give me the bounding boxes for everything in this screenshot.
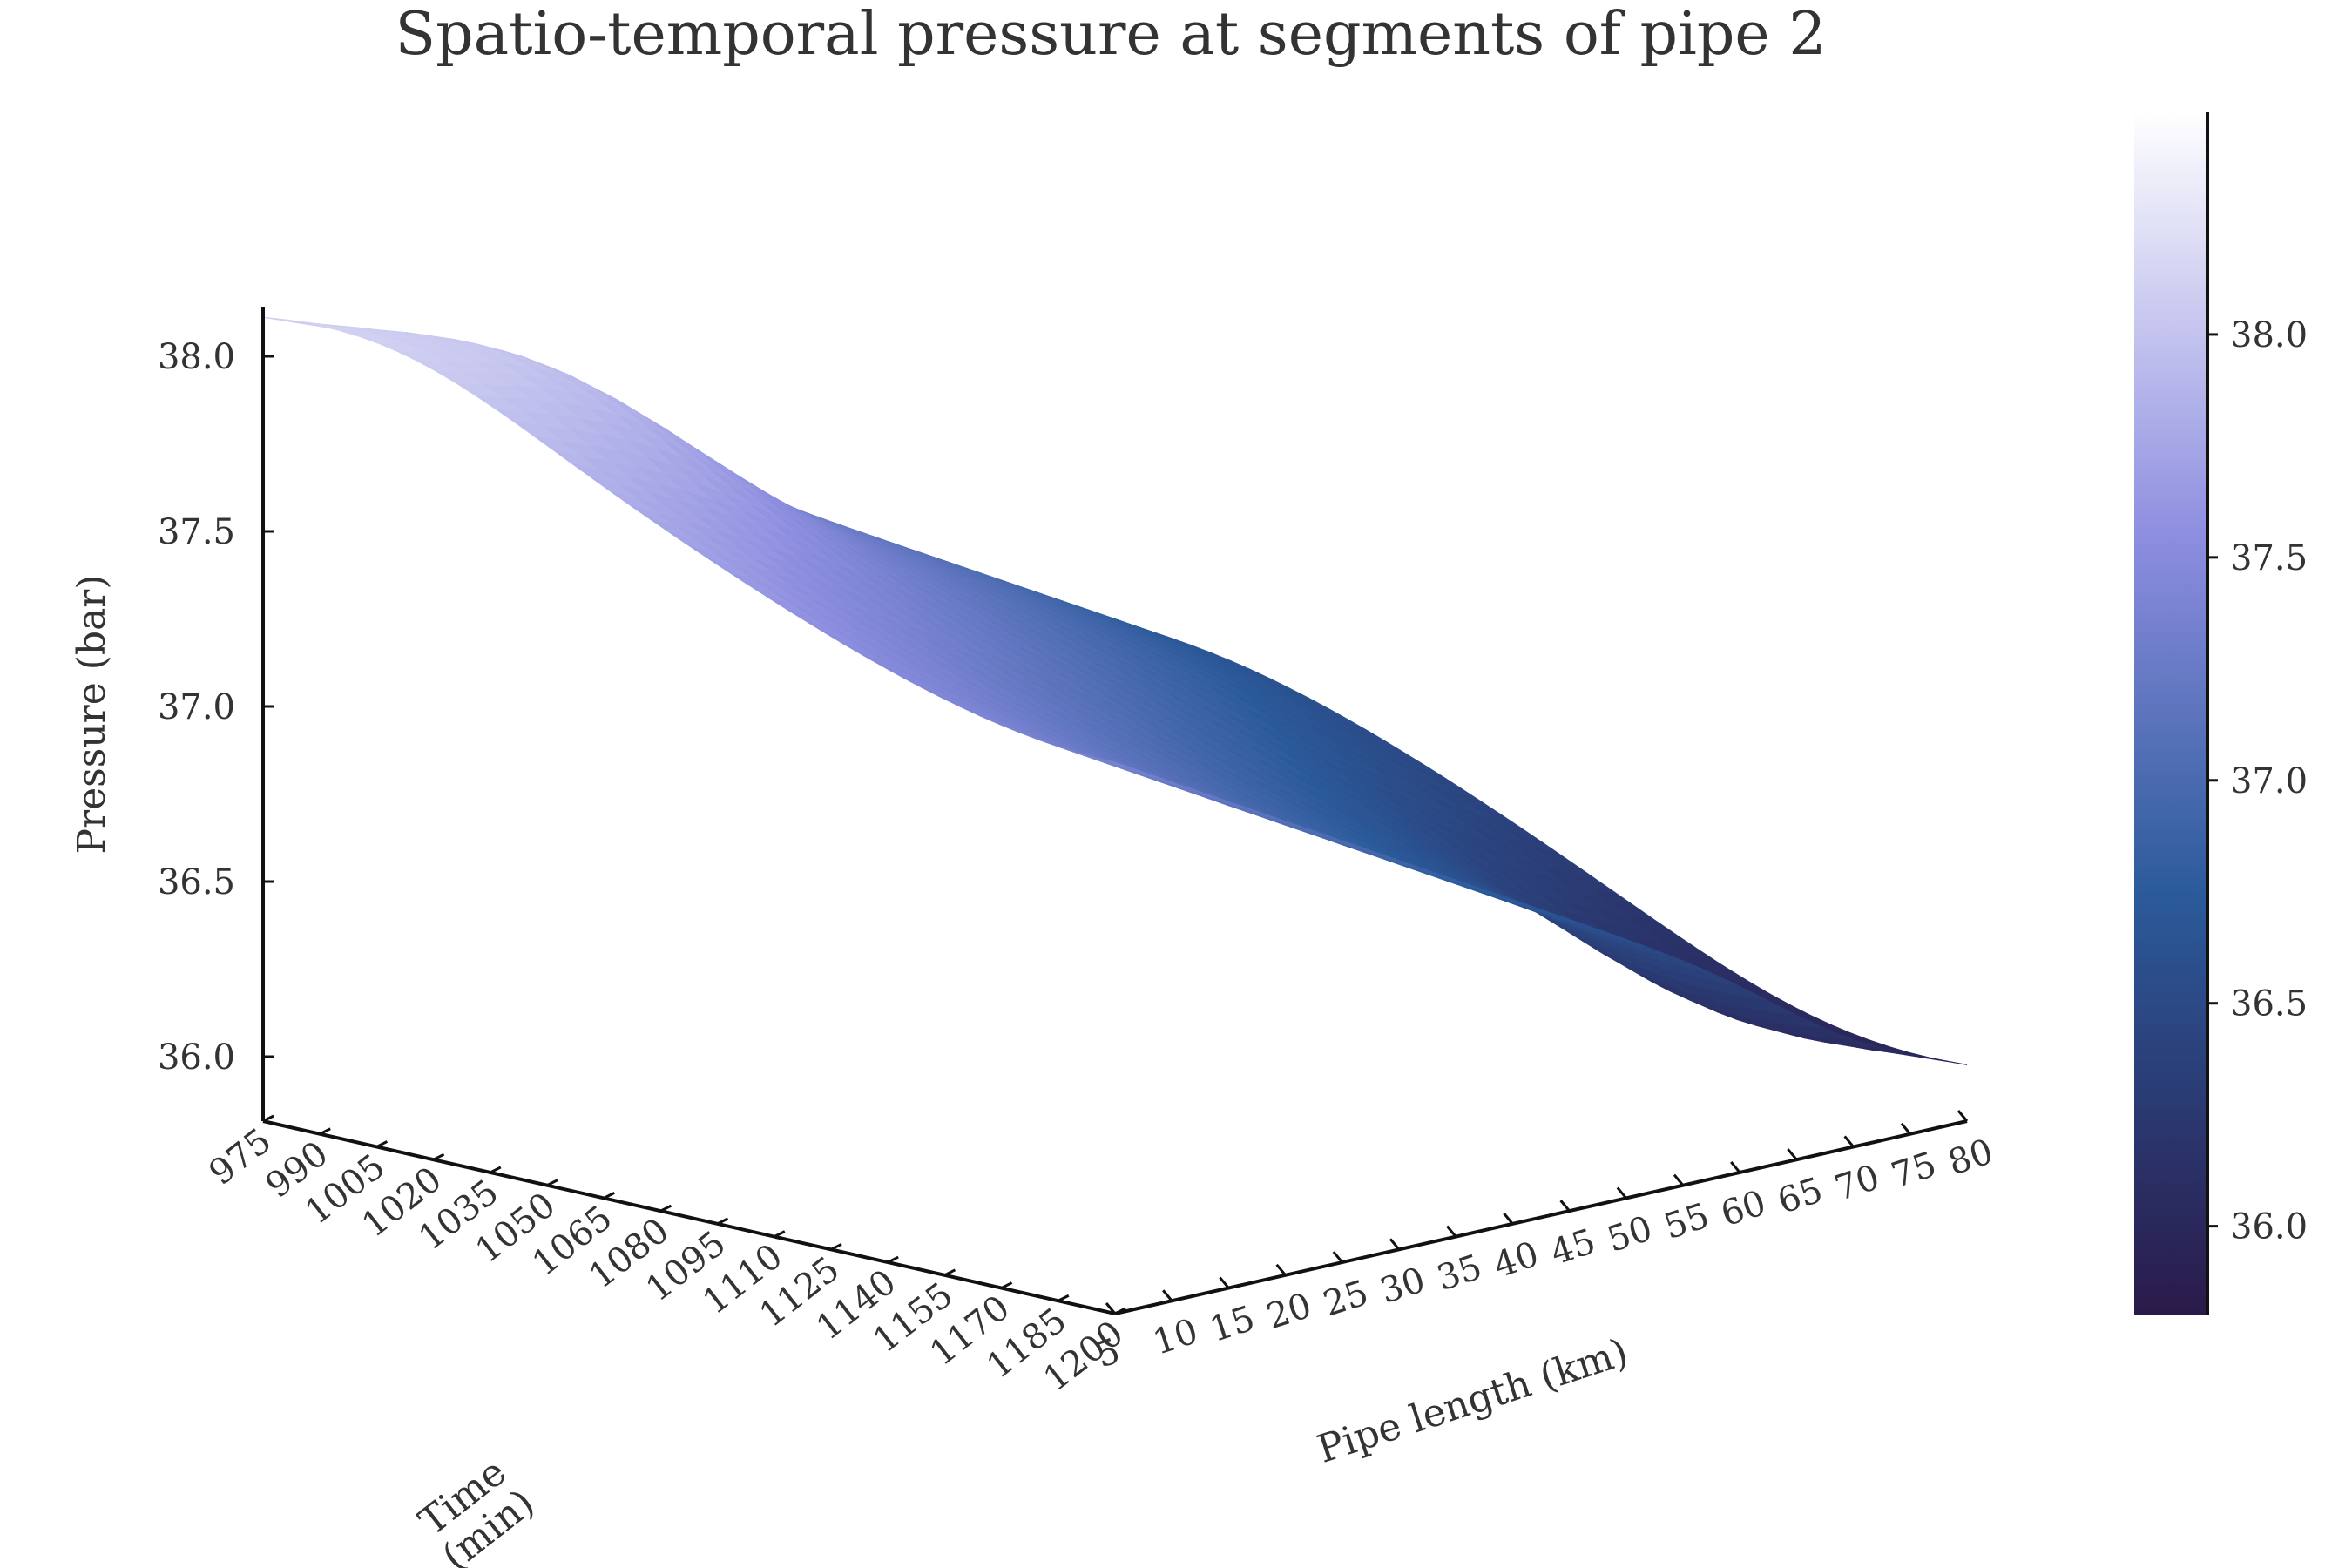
pressure-tick-label: 36.0 xyxy=(158,1037,235,1078)
colorbar-ticks: 36.0 36.5 37.0 37.5 38.0 xyxy=(2207,315,2308,1247)
time-ticks: 9759901005102010351050106510801095111011… xyxy=(202,1114,1131,1400)
pressure-axis-label: Pressure (bar) xyxy=(70,575,114,855)
time-tick-mark xyxy=(603,1192,615,1200)
colorbar-tick-label: 37.5 xyxy=(2230,538,2308,578)
time-tick-mark xyxy=(716,1217,729,1226)
length-tick-label: 35 xyxy=(1432,1247,1487,1299)
chart-title: Spatio-temporal pressure at segments of … xyxy=(395,0,1827,69)
length-tick-mark xyxy=(1900,1122,1911,1135)
colorbar-tick-label: 38.0 xyxy=(2230,315,2308,355)
length-tick-mark xyxy=(1105,1302,1117,1315)
length-axis-label: Pipe length (km) xyxy=(1312,1330,1633,1472)
time-tick-mark xyxy=(887,1255,899,1264)
length-tick-label: 65 xyxy=(1773,1170,1828,1221)
time-tick-mark xyxy=(490,1166,502,1174)
time-tick-mark xyxy=(1114,1307,1126,1315)
length-tick-label: 15 xyxy=(1205,1299,1260,1350)
colorbar-tick-label: 37.0 xyxy=(2230,761,2308,801)
time-axis-line xyxy=(262,1119,1116,1315)
length-tick-label: 20 xyxy=(1261,1286,1316,1337)
length-tick-mark xyxy=(1843,1135,1855,1148)
length-tick-label: 75 xyxy=(1887,1145,1942,1196)
pressure-tick-label: 37.5 xyxy=(158,512,235,552)
time-axis-label: Time(min) xyxy=(409,1448,543,1568)
length-ticks: 5 10 15 20 25 30 35 40 45 50 55 60 65 70 75 80 xyxy=(1092,1110,1998,1376)
length-tick-label: 10 xyxy=(1148,1311,1203,1362)
time-tick-mark xyxy=(432,1152,445,1161)
length-tick-label: 60 xyxy=(1716,1183,1771,1234)
length-tick-mark xyxy=(1219,1276,1230,1289)
time-tick-mark xyxy=(1000,1281,1013,1289)
length-tick-mark xyxy=(1162,1289,1173,1302)
time-tick-mark xyxy=(659,1204,672,1213)
surface-cell xyxy=(1919,1056,1968,1065)
time-tick-mark xyxy=(830,1242,842,1251)
length-tick-label: 55 xyxy=(1659,1196,1714,1247)
length-tick-label: 50 xyxy=(1603,1208,1658,1260)
time-tick-mark xyxy=(262,1114,274,1123)
length-tick-mark xyxy=(1730,1160,1741,1173)
time-tick-mark xyxy=(1058,1294,1070,1302)
time-tick-mark xyxy=(375,1140,389,1148)
time-tick-mark xyxy=(546,1179,558,1187)
colorbar-tick-label: 36.0 xyxy=(2230,1207,2308,1247)
length-tick-mark xyxy=(1559,1200,1571,1213)
pressure-ticks: 36.0 36.5 37.0 37.5 38.0 xyxy=(158,337,274,1078)
time-tick-mark xyxy=(774,1230,786,1238)
length-tick-label: 30 xyxy=(1375,1260,1430,1311)
length-tick-mark xyxy=(1446,1225,1457,1238)
time-tick-mark xyxy=(319,1127,331,1136)
pressure-tick-label: 36.5 xyxy=(158,862,235,902)
length-tick-mark xyxy=(1275,1263,1287,1276)
time-tick-mark xyxy=(943,1268,956,1277)
pressure-tick-label: 37.0 xyxy=(158,687,235,727)
length-tick-label: 25 xyxy=(1319,1273,1374,1324)
length-tick-mark xyxy=(1332,1251,1343,1264)
colorbar: 36.0 36.5 37.0 37.5 38.0 xyxy=(2134,112,2308,1315)
length-tick-mark xyxy=(1787,1148,1798,1161)
pressure-tick-label: 38.0 xyxy=(158,337,235,377)
length-tick-label: 40 xyxy=(1489,1234,1544,1286)
length-tick-mark xyxy=(1503,1212,1514,1225)
length-tick-mark xyxy=(1389,1238,1401,1251)
length-tick-label: 45 xyxy=(1545,1221,1600,1273)
length-tick-label: 80 xyxy=(1943,1132,1998,1183)
length-tick-mark xyxy=(1616,1186,1627,1200)
length-tick-label: 70 xyxy=(1829,1157,1884,1208)
colorbar-tick-label: 36.5 xyxy=(2230,984,2308,1024)
length-tick-mark xyxy=(1673,1173,1685,1186)
length-axis-line xyxy=(1114,1119,1968,1315)
axes xyxy=(261,307,1968,1315)
pressure-surface xyxy=(262,316,1968,1065)
length-tick-mark xyxy=(1957,1110,1969,1122)
colorbar-gradient xyxy=(2134,112,2207,1315)
